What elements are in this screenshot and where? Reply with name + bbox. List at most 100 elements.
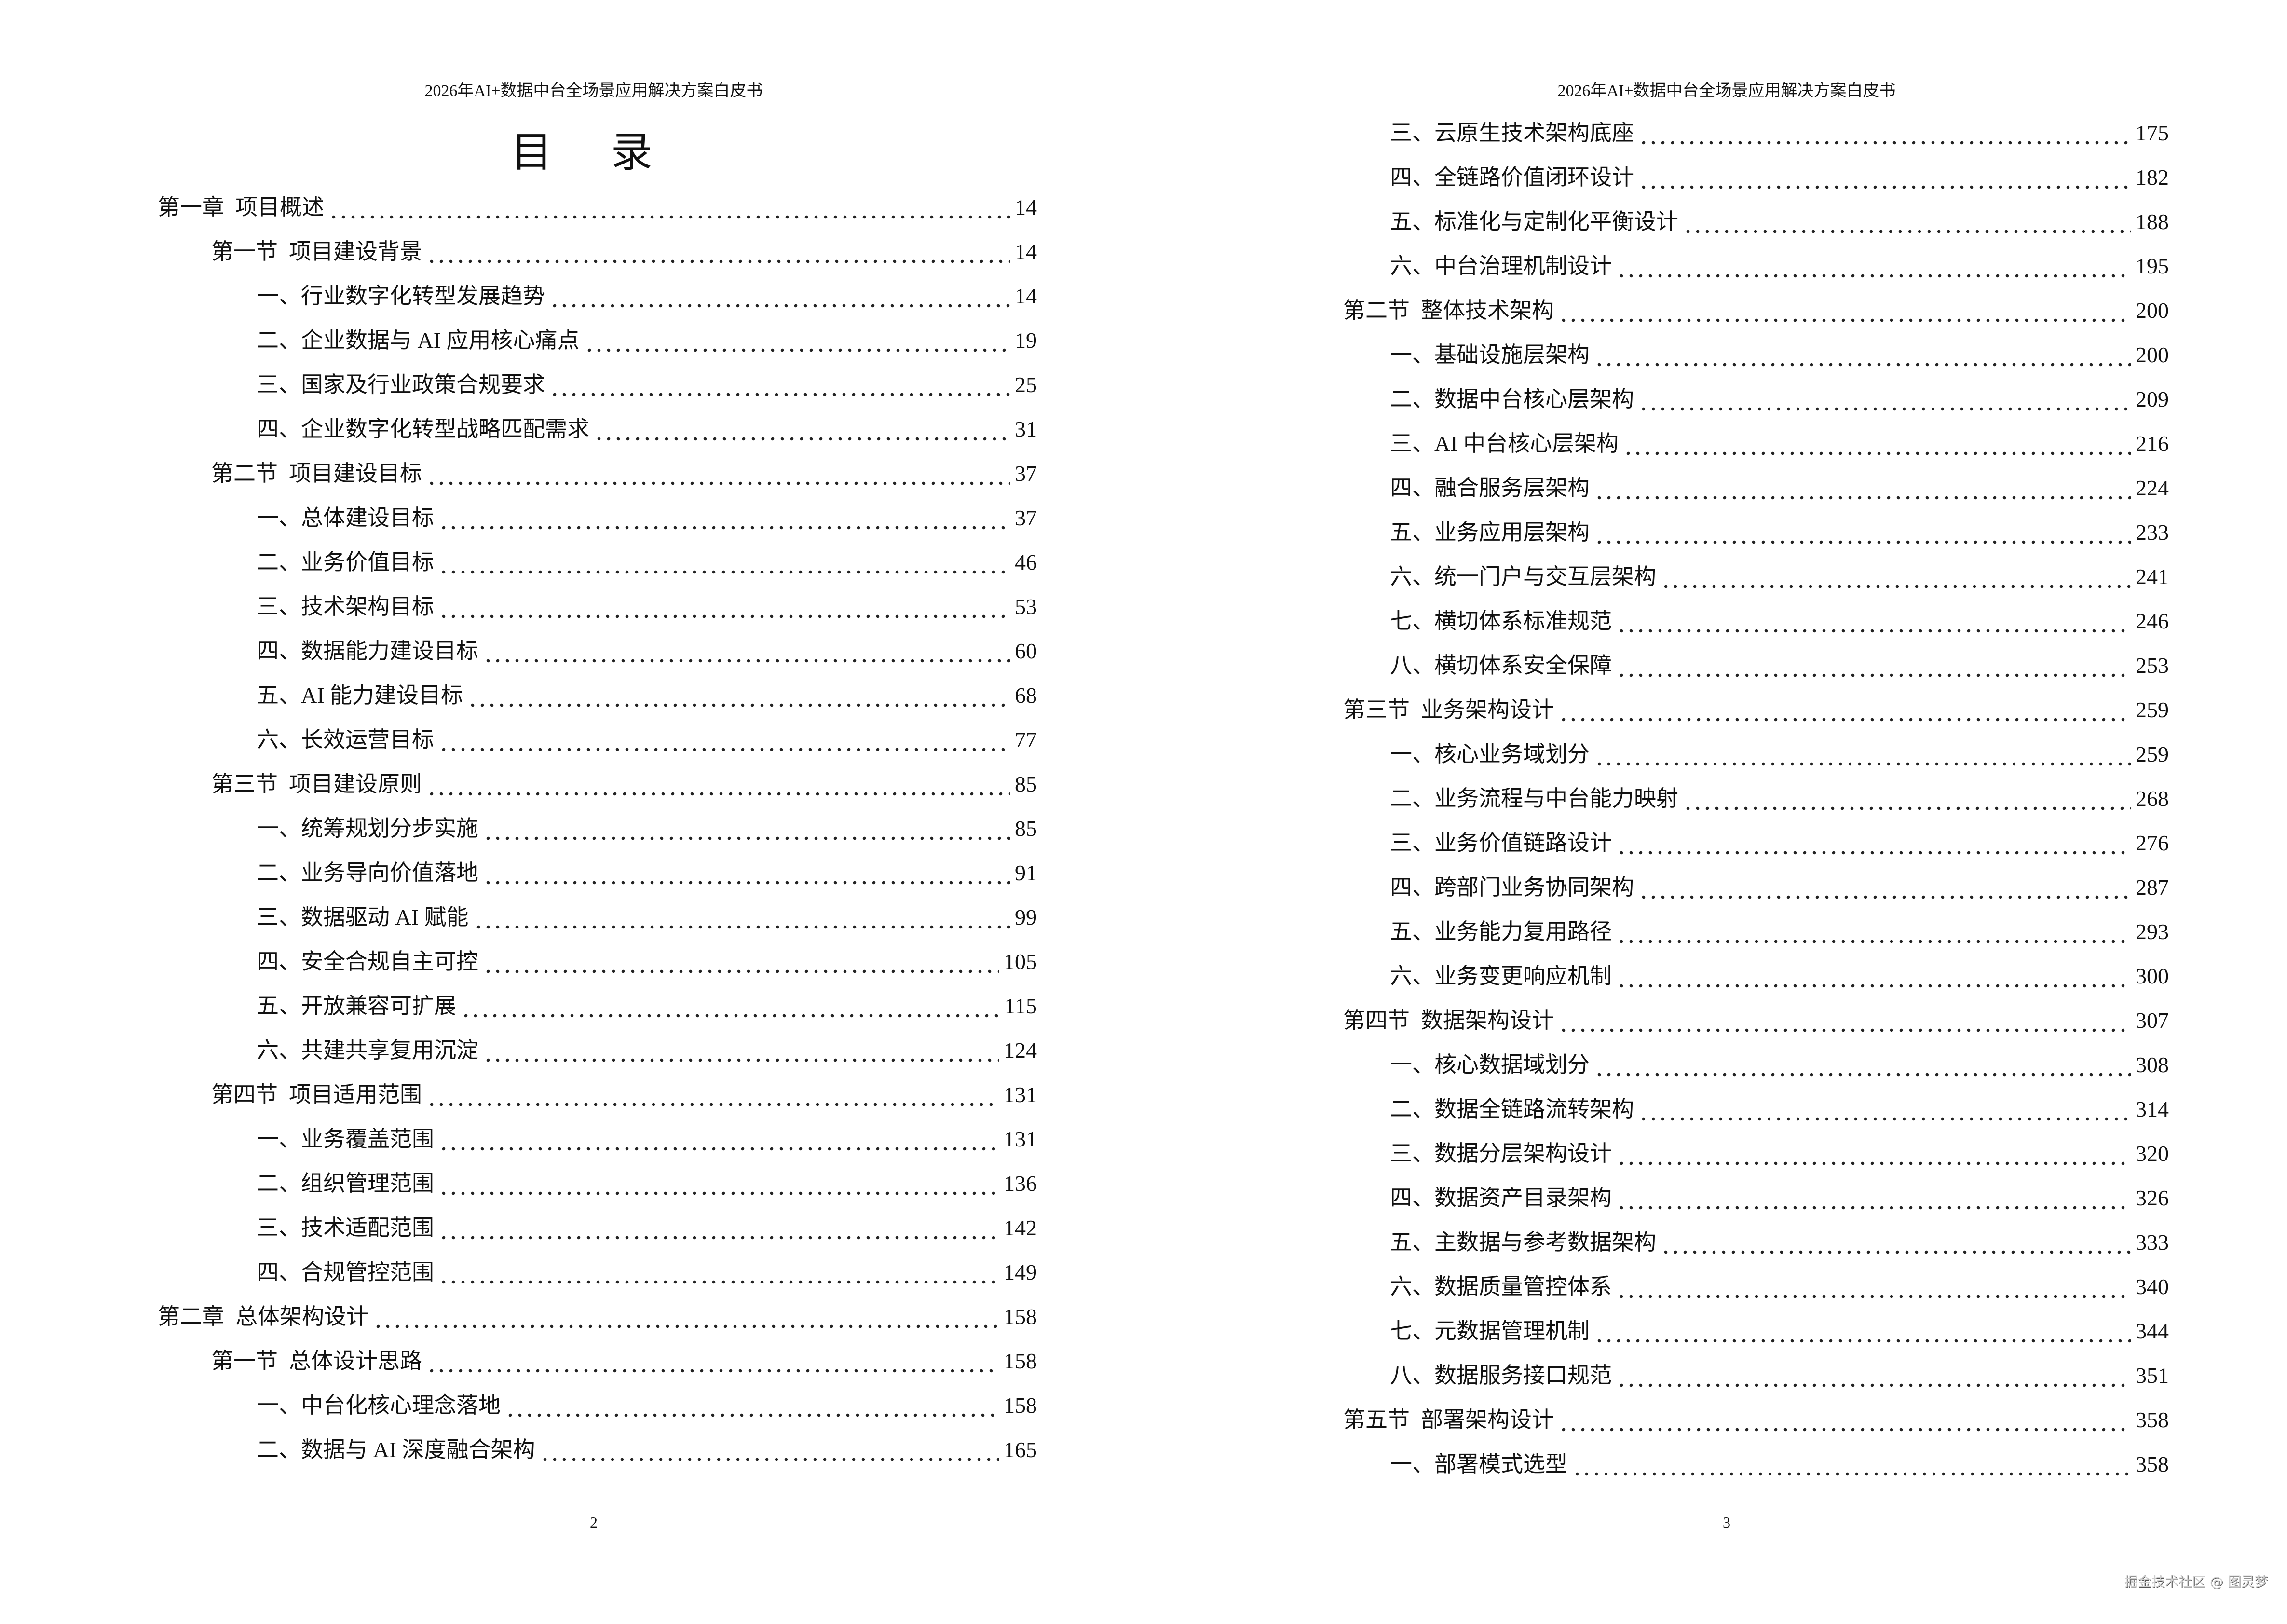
toc-entry-label: 六、中台治理机制设计	[1390, 254, 1612, 278]
toc-entry[interactable]: 五、主数据与参考数据架构 333	[1390, 1228, 2169, 1257]
dot-leader	[1617, 962, 2131, 991]
toc-entry[interactable]: 三、技术适配范围 142	[257, 1214, 1037, 1242]
toc-entry[interactable]: 三、技术架构目标 53	[257, 592, 1037, 621]
toc-entry[interactable]: 五、标准化与定制化平衡设计 188	[1390, 207, 2169, 236]
toc-entry-page: 276	[2136, 831, 2169, 855]
dot-leader	[1559, 1406, 2131, 1434]
toc-entry[interactable]: 七、元数据管理机制 344	[1390, 1317, 2169, 1346]
toc-entry-page: 351	[2136, 1363, 2169, 1388]
toc-entry[interactable]: 三、国家及行业政策合规要求 25	[257, 370, 1037, 399]
toc-entry[interactable]: 五、开放兼容可扩展 115	[257, 992, 1037, 1021]
toc-entry[interactable]: 三、业务价值链路设计 276	[1390, 829, 2169, 858]
toc-entry[interactable]: 二、业务导向价值落地 91	[257, 859, 1037, 887]
toc-entry[interactable]: 六、共建共享复用沉淀 124	[257, 1036, 1037, 1065]
toc-entry[interactable]: 第二节 整体技术架构 200	[1343, 296, 2169, 325]
dot-leader	[594, 415, 1010, 444]
toc-entry[interactable]: 第三节 项目建设原则 85	[211, 770, 1037, 799]
toc-entry[interactable]: 六、统一门户与交互层架构 241	[1390, 562, 2169, 591]
toc-entry[interactable]: 六、长效运营目标 77	[257, 725, 1037, 754]
toc-entry[interactable]: 二、数据中台核心层架构 209	[1390, 385, 2169, 414]
toc-entry[interactable]: 第一章 项目概述 14	[158, 193, 1037, 222]
toc-entry[interactable]: 第三节 业务架构设计 259	[1343, 696, 2169, 724]
toc-entry[interactable]: 二、组织管理范围 136	[257, 1169, 1037, 1198]
toc-entry[interactable]: 八、横切体系安全保障 253	[1390, 651, 2169, 680]
toc-entry[interactable]: 一、中台化核心理念落地 158	[257, 1391, 1037, 1420]
toc-entry-label: 八、横切体系安全保障	[1390, 653, 1612, 678]
toc-entry-page: 115	[1004, 994, 1037, 1018]
dot-leader	[1617, 1184, 2131, 1213]
dot-leader	[1594, 474, 2131, 503]
dot-leader	[1639, 873, 2131, 902]
toc-entry[interactable]: 第二节 项目建设目标 37	[211, 459, 1037, 488]
toc-entry-label: 一、基础设施层架构	[1390, 342, 1590, 367]
toc-entry[interactable]: 五、业务应用层架构 233	[1390, 518, 2169, 547]
dot-leader	[427, 1347, 999, 1376]
toc-entry[interactable]: 三、云原生技术架构底座 175	[1390, 119, 2169, 148]
toc-entry[interactable]: 四、数据能力建设目标 60	[257, 637, 1037, 666]
toc-entry-label: 五、AI 能力建设目标	[257, 683, 463, 708]
dot-leader	[1639, 119, 2131, 148]
toc-entry[interactable]: 一、核心数据域划分 308	[1390, 1051, 2169, 1079]
toc-entry[interactable]: 四、全链路价值闭环设计 182	[1390, 163, 2169, 192]
toc-entry[interactable]: 六、业务变更响应机制 300	[1390, 962, 2169, 991]
dot-leader	[550, 370, 1010, 399]
watermark: 掘金技术社区 @ 图灵梦	[2124, 1574, 2268, 1590]
toc-entry-page: 105	[1004, 949, 1037, 974]
dot-leader	[427, 770, 1010, 799]
toc-entry[interactable]: 一、基础设施层架构 200	[1390, 341, 2169, 369]
toc-entry[interactable]: 四、安全合规自主可控 105	[257, 947, 1037, 976]
toc-entry[interactable]: 一、业务覆盖范围 131	[257, 1125, 1037, 1154]
toc-entry[interactable]: 四、跨部门业务协同架构 287	[1390, 873, 2169, 902]
toc-entry[interactable]: 第四节 数据架构设计 307	[1343, 1006, 2169, 1035]
toc-entry[interactable]: 三、数据驱动 AI 赋能 99	[257, 903, 1037, 932]
dot-leader	[1683, 207, 2131, 236]
dot-leader	[461, 992, 1000, 1021]
toc-entry[interactable]: 一、总体建设目标 37	[257, 504, 1037, 532]
toc-entry-label: 三、技术架构目标	[257, 594, 434, 619]
toc-entry[interactable]: 第二章 总体架构设计 158	[158, 1302, 1037, 1331]
toc-entry[interactable]: 第四节 项目适用范围 131	[211, 1080, 1037, 1109]
toc-entry[interactable]: 五、AI 能力建设目标 68	[257, 681, 1037, 710]
toc-entry[interactable]: 四、融合服务层架构 224	[1390, 474, 2169, 503]
toc-entry[interactable]: 二、数据与 AI 深度融合架构 165	[257, 1435, 1037, 1464]
toc-entry[interactable]: 七、横切体系标准规范 246	[1390, 607, 2169, 636]
toc-entry-label: 第一节 项目建设背景	[211, 239, 422, 264]
dot-leader	[427, 237, 1010, 266]
toc-entry-page: 25	[1015, 372, 1037, 397]
dot-leader	[373, 1302, 999, 1331]
toc-entry[interactable]: 三、AI 中台核心层架构 216	[1390, 429, 2169, 458]
dot-leader	[1559, 696, 2131, 724]
toc-entry-page: 358	[2136, 1452, 2169, 1476]
toc-entry[interactable]: 第五节 部署架构设计 358	[1343, 1406, 2169, 1434]
toc-entry[interactable]: 三、数据分层架构设计 320	[1390, 1139, 2169, 1168]
toc-entry[interactable]: 一、行业数字化转型发展趋势 14	[257, 282, 1037, 311]
toc-entry-page: 307	[2136, 1008, 2169, 1033]
toc-entry[interactable]: 四、数据资产目录架构 326	[1390, 1184, 2169, 1213]
toc-entry[interactable]: 一、统筹规划分步实施 85	[257, 814, 1037, 843]
toc-entry[interactable]: 第一节 总体设计思路 158	[211, 1347, 1037, 1376]
dot-leader	[427, 459, 1010, 488]
toc-entry-label: 三、业务价值链路设计	[1390, 831, 1612, 855]
toc-entry[interactable]: 六、数据质量管控体系 340	[1390, 1272, 2169, 1301]
toc-entry-label: 第二节 项目建设目标	[211, 461, 422, 486]
toc-entry[interactable]: 第一节 项目建设背景 14	[211, 237, 1037, 266]
toc-entry[interactable]: 二、数据全链路流转架构 314	[1390, 1095, 2169, 1124]
dot-leader	[1683, 784, 2131, 813]
toc-entry-page: 195	[2136, 254, 2169, 278]
toc-entry-page: 188	[2136, 209, 2169, 234]
toc-entry-label: 三、云原生技术架构底座	[1390, 121, 1634, 145]
toc-entry[interactable]: 二、企业数据与 AI 应用核心痛点 19	[257, 326, 1037, 355]
toc-entry[interactable]: 六、中台治理机制设计 195	[1390, 252, 2169, 281]
page-number: 3	[1723, 1514, 1730, 1531]
toc-entry-label: 一、核心业务域划分	[1390, 742, 1590, 766]
toc-entry[interactable]: 四、合规管控范围 149	[257, 1258, 1037, 1287]
toc-entry[interactable]: 一、核心业务域划分 259	[1390, 740, 2169, 769]
dot-leader	[1617, 607, 2131, 636]
dot-leader	[439, 1169, 999, 1198]
toc-entry[interactable]: 五、业务能力复用路径 293	[1390, 917, 2169, 946]
toc-entry[interactable]: 八、数据服务接口规范 351	[1390, 1361, 2169, 1390]
toc-entry[interactable]: 四、企业数字化转型战略匹配需求 31	[257, 415, 1037, 444]
toc-entry[interactable]: 二、业务流程与中台能力映射 268	[1390, 784, 2169, 813]
toc-entry[interactable]: 二、业务价值目标 46	[257, 548, 1037, 577]
toc-entry[interactable]: 一、部署模式选型 358	[1390, 1450, 2169, 1479]
